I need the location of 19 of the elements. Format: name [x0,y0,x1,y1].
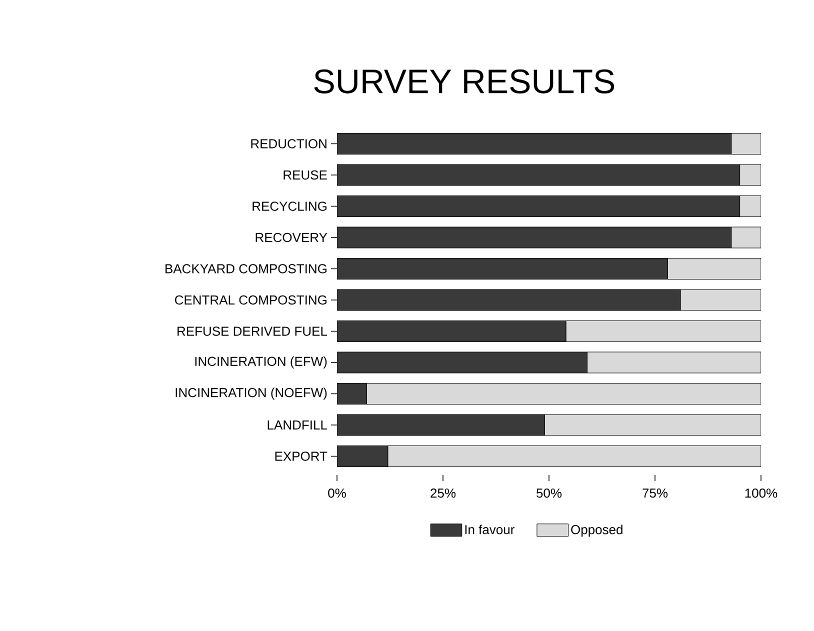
x-tick-label: 50% [536,488,562,498]
x-tick-label: 75% [642,488,668,498]
y-tick-label: BACKYARD COMPOSTING [166,264,326,274]
y-tick-label: LANDFILL [268,420,328,430]
y-tick-label: EXPORT [275,452,328,461]
y-tick-label: REFUSE DERIVED FUEL [178,326,328,336]
y-tick-label: INCINERATION (NOEFW) [176,388,327,400]
x-tick-label: 100% [745,488,778,498]
y-tick-label: INCINERATION (EFW) [195,356,327,369]
x-tick-label: 25% [430,488,456,498]
legend-label: In favour [465,524,514,534]
x-tick-label: 0% [328,488,346,498]
chart-title: SURVEY RESULTS [314,69,614,94]
y-tick-label: CENTRAL COMPOSTING [175,295,326,305]
y-tick-label: REDUCTION [251,139,326,148]
legend-label: Opposed [571,524,622,537]
y-tick-label: RECOVERY [256,232,328,242]
y-tick-label: RECYCLING [252,202,326,211]
y-tick-label: REUSE [284,170,327,180]
